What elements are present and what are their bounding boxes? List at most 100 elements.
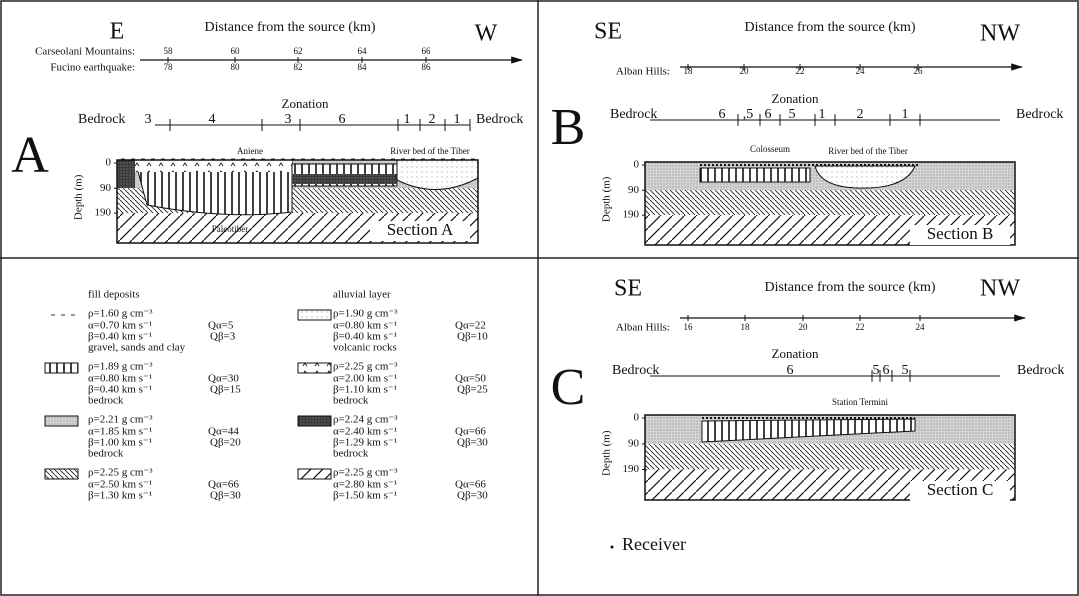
zone-label: 1 <box>819 107 826 122</box>
legend-text: ρ=2.25 g cm⁻³ <box>333 361 398 373</box>
scale-name: Alban Hills: <box>616 66 670 78</box>
zone-label: 1 <box>404 112 411 127</box>
scale-tick: 64 <box>358 46 368 56</box>
depth-tick: 190 <box>95 207 112 219</box>
legend-text: ρ=2.24 g cm⁻³ <box>333 414 398 426</box>
zone-label: 5 <box>902 363 909 378</box>
legend-text: Qβ=25 <box>457 384 488 396</box>
legend-swatch <box>298 469 331 479</box>
legend-text: Qβ=30 <box>457 437 488 449</box>
legend-text: Qβ=30 <box>457 490 488 502</box>
legend-swatch <box>45 310 78 320</box>
depth-label: Depth (m) <box>601 176 613 222</box>
legend-text: β=1.30 km s⁻¹ <box>88 490 152 502</box>
receiver-marker <box>611 546 614 549</box>
axis-title: Distance from the source (km) <box>204 20 375 35</box>
scale-tick: 66 <box>422 46 432 56</box>
annotation: River bed of the Tiber <box>390 146 470 156</box>
scale-tick: 82 <box>294 62 303 72</box>
scale-tick: 60 <box>231 46 241 56</box>
layer <box>645 444 1015 470</box>
legend-title: bedrock <box>88 395 124 407</box>
depth-label: Depth (m) <box>73 174 85 220</box>
zone-label: 6 <box>765 107 772 122</box>
scale-name: Fucino earthquake: <box>50 62 135 74</box>
annotation: River bed of the Tiber <box>828 146 908 156</box>
zone-label: 5 <box>873 363 880 378</box>
legend-text: ρ=1.90 g cm⁻³ <box>333 308 398 320</box>
direction: NW <box>980 276 1020 302</box>
depth-tick: 90 <box>628 437 640 449</box>
scale-name: Carseolani Mountains: <box>35 46 135 58</box>
annotation: Paleotiber <box>212 224 249 234</box>
scale-tick: 18 <box>741 322 751 332</box>
layer <box>645 190 1015 215</box>
zone-label: Bedrock <box>612 363 659 378</box>
layer <box>117 160 135 188</box>
scale-tick: 24 <box>856 66 866 76</box>
axis-title: Distance from the source (km) <box>764 280 935 295</box>
legend-swatch <box>298 310 331 320</box>
layer <box>292 174 397 184</box>
scale-tick: 62 <box>294 46 303 56</box>
zone-label: 2 <box>429 112 436 127</box>
scale-tick: 26 <box>914 66 924 76</box>
legend-title: volcanic rocks <box>333 342 397 354</box>
depth-tick: 90 <box>628 184 640 196</box>
zone-label: 2 <box>857 107 864 122</box>
annotation: Station Termini <box>832 397 888 407</box>
legend-text: Qβ=30 <box>210 490 241 502</box>
zone-label: ,5 <box>743 107 754 122</box>
depth-tick: 190 <box>623 463 640 475</box>
zone-label: Bedrock <box>610 107 657 122</box>
zone-label: Bedrock <box>1017 363 1064 378</box>
legend-text: ρ=1.89 g cm⁻³ <box>88 361 153 373</box>
layer <box>135 160 292 172</box>
figure: EDistance from the source (km)WCarseolan… <box>0 0 1079 596</box>
direction: SE <box>594 19 622 45</box>
depth-tick: 0 <box>634 159 640 171</box>
zonation-title: Zonation <box>772 91 819 106</box>
legend-text: ρ=2.25 g cm⁻³ <box>88 467 153 479</box>
legend-text: ρ=2.21 g cm⁻³ <box>88 414 153 426</box>
legend-swatch <box>45 363 78 373</box>
zonation-title: Zonation <box>282 96 329 111</box>
legend-title: alluvial layer <box>333 289 391 301</box>
legend-text: ρ=2.25 g cm⁻³ <box>333 467 398 479</box>
legend-title: fill deposits <box>88 289 140 301</box>
scale-tick: 20 <box>740 66 750 76</box>
legend-title: bedrock <box>88 448 124 460</box>
legend-title: bedrock <box>333 448 369 460</box>
legend-text: Qβ=10 <box>457 331 488 343</box>
scale-tick: 84 <box>358 62 368 72</box>
legend-swatch <box>45 469 78 479</box>
legend-text: ρ=1.60 g cm⁻³ <box>88 308 153 320</box>
legend-swatch <box>45 416 78 426</box>
scale-tick: 24 <box>916 322 926 332</box>
scale-tick: 58 <box>164 46 174 56</box>
zone-label: 6 <box>339 112 346 127</box>
zone-label: Bedrock <box>1016 107 1063 122</box>
frame <box>1 1 1078 595</box>
legend-swatch <box>298 416 331 426</box>
annotation: Colosseum <box>750 144 790 154</box>
legend-swatch <box>298 363 331 373</box>
zone-label: 6 <box>787 363 794 378</box>
zone-label: Bedrock <box>476 112 523 127</box>
direction: E <box>110 19 125 45</box>
scale-tick: 22 <box>796 66 805 76</box>
scale-tick: 78 <box>164 62 174 72</box>
receiver-label: Receiver <box>622 534 686 554</box>
section-label: Section B <box>927 224 994 243</box>
scale-tick: 22 <box>856 322 865 332</box>
zone-label: 4 <box>209 112 216 127</box>
section-label: Section A <box>387 220 454 239</box>
zone-label: 1 <box>454 112 461 127</box>
zone-label: 3 <box>145 112 152 127</box>
zone-label: 6 <box>883 363 890 378</box>
scale-tick: 18 <box>684 66 694 76</box>
scale-name: Alban Hills: <box>616 322 670 334</box>
depth-tick: 190 <box>623 209 640 221</box>
depth-tick: 0 <box>634 412 640 424</box>
zone-label: 5 <box>789 107 796 122</box>
